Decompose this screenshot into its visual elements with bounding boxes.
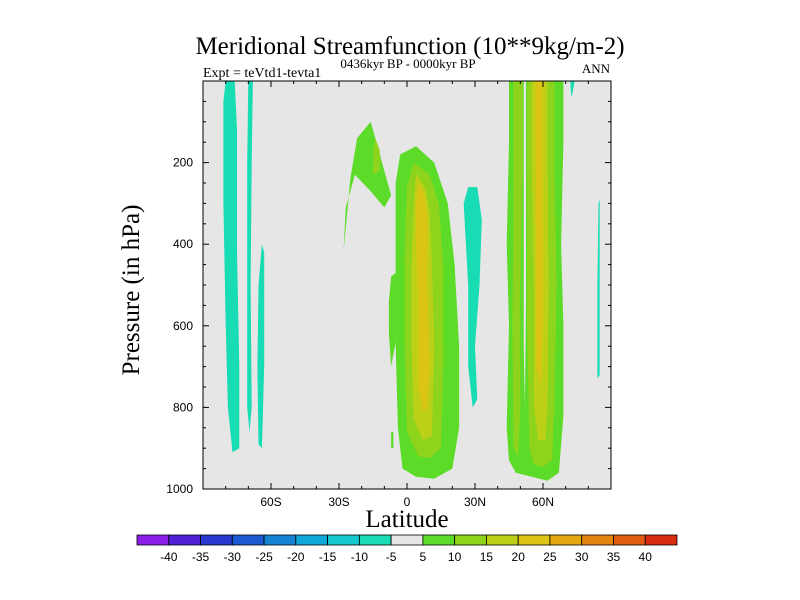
contour-regions: [223, 81, 600, 481]
contour-region-nh-midlat-25: [535, 81, 543, 387]
contour-region-tropics-left-pos: [388, 272, 398, 367]
x-tick-label: 0: [404, 495, 411, 509]
contour-region-upper-cell-15: [373, 138, 380, 175]
colorbar-label: 35: [607, 550, 621, 564]
colorbar-label: -25: [255, 550, 273, 564]
colorbar-label: -30: [224, 550, 242, 564]
contour-region-nh-25n-neg: [463, 187, 482, 408]
contour-region-sh-65s-neg-2: [257, 244, 265, 449]
x-tick-label: 60N: [532, 495, 554, 509]
colorbar-label: 5: [420, 550, 427, 564]
colorbar-swatch: [231, 534, 265, 546]
colorbar-label: 15: [480, 550, 494, 564]
x-tick-label: 60S: [260, 495, 281, 509]
colorbar-swatch: [454, 534, 487, 546]
colorbar-label: -35: [192, 550, 210, 564]
colorbar-swatch: [644, 534, 678, 546]
contour-region-sh-polar-neg: [223, 81, 240, 453]
colorbar-swatch: [358, 534, 392, 546]
x-tick-label: 30S: [328, 495, 349, 509]
chart-title: Meridional Streamfunction (10**9kg/m-2): [195, 33, 624, 60]
contour-region-sh-65s-neg: [247, 81, 253, 432]
x-tick-label: 30N: [464, 495, 486, 509]
contour-region-tropics-small-pos: [391, 431, 394, 449]
colorbar-label: 40: [639, 550, 653, 564]
y-tick-label: 1000: [166, 482, 193, 496]
chart-subtitle: 0436kyr BP - 0000kyr BP: [340, 56, 475, 71]
colorbar-swatch: [517, 534, 551, 546]
colorbar-label: 25: [543, 550, 557, 564]
y-axis-label: Pressure (in hPa): [118, 205, 145, 376]
contour-region-nh-midlat-gap: [523, 81, 526, 408]
colorbar-swatch: [136, 534, 170, 546]
colorbar-swatch: [327, 534, 360, 546]
colorbar: -40 -35 -30 -25 -20 -15 -10 -5 5 10 15 20 25 30 35 40: [136, 534, 678, 564]
colorbar-swatch: [263, 534, 297, 546]
colorbar-label: 30: [575, 550, 589, 564]
contour-region-nh-73n-neg: [570, 81, 575, 98]
contour-region-nh-midlat-15: [512, 81, 523, 457]
colorbar-label: -15: [319, 550, 337, 564]
contour-region-nh-84n-neg: [597, 199, 600, 379]
y-tick-label: 200: [173, 156, 193, 170]
y-tick-label: 800: [173, 400, 193, 414]
colorbar-swatch: [613, 534, 646, 546]
colorbar-swatch: [168, 534, 201, 546]
right-string: ANN: [582, 61, 611, 76]
colorbar-label: -20: [287, 550, 305, 564]
colorbar-label: -5: [386, 550, 397, 564]
x-axis-label: Latitude: [365, 506, 448, 533]
colorbar-swatch: [486, 534, 519, 546]
colorbar-label: 20: [512, 550, 526, 564]
colorbar-label: -10: [351, 550, 369, 564]
colorbar-swatch: [390, 534, 424, 546]
axis-ticks: 60S 30S 0 30N 60N 200 400 600 800 1000: [166, 81, 611, 509]
colorbar-label: 10: [448, 550, 462, 564]
colorbar-swatch: [295, 534, 328, 546]
colorbar-label: -40: [160, 550, 178, 564]
y-tick-label: 600: [173, 319, 193, 333]
left-string: Expt = teVtd1-tevta1: [203, 66, 321, 81]
colorbar-swatch: [581, 534, 614, 546]
y-tick-label: 400: [173, 237, 193, 251]
colorbar-swatch: [200, 534, 233, 546]
colorbar-swatch: [549, 534, 583, 546]
colorbar-swatch: [422, 534, 456, 546]
contour-region-tropics-25: [416, 183, 430, 412]
